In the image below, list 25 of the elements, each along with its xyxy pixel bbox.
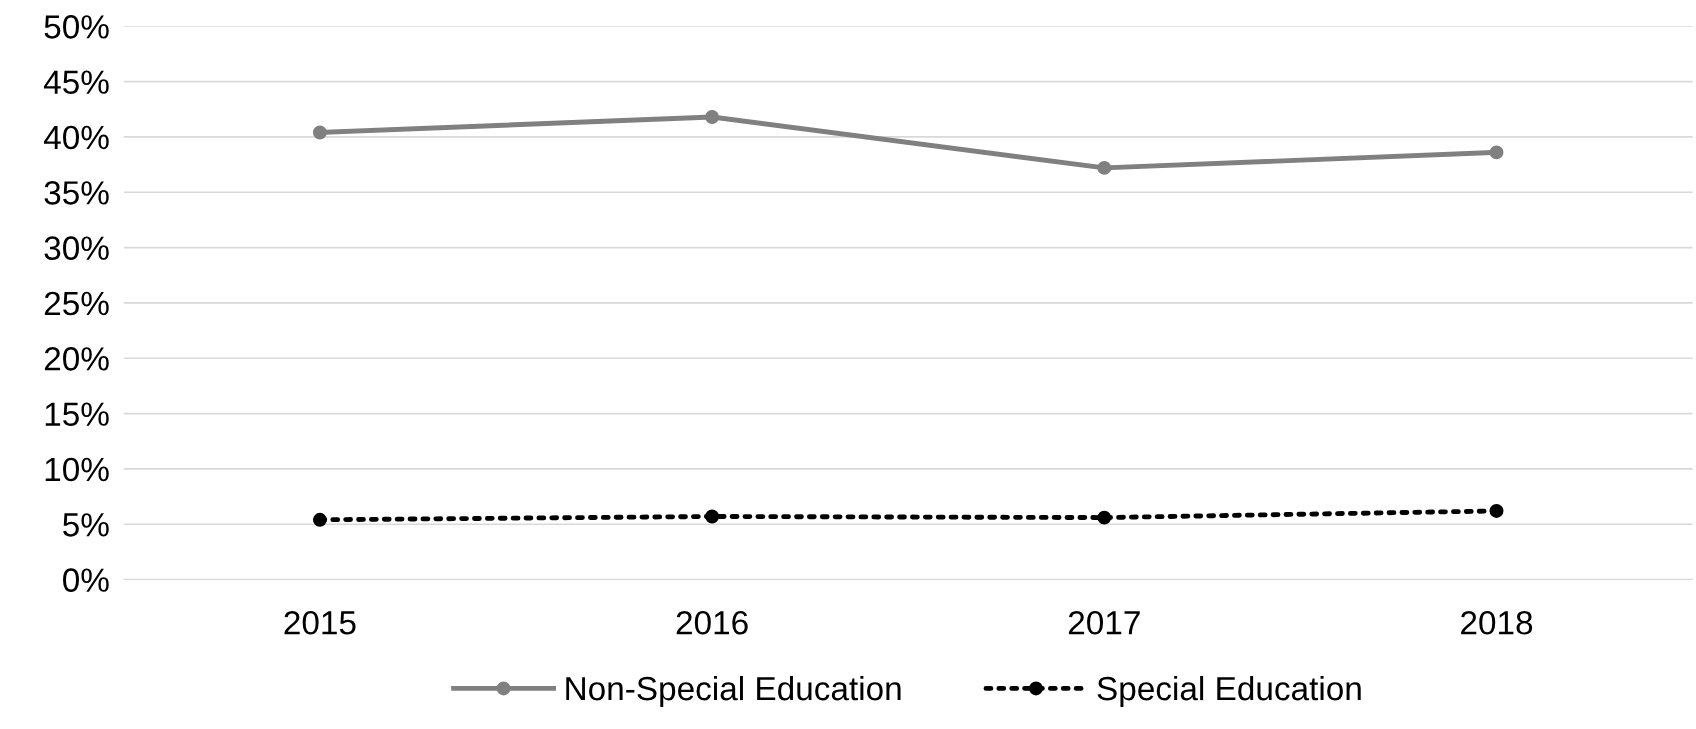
- point: [1097, 160, 1112, 175]
- x-tick-label: 2016: [676, 610, 748, 635]
- y-tick-label: 50%: [44, 15, 109, 39]
- x-tick-label: 2015: [284, 610, 356, 635]
- y-tick-label: 45%: [43, 70, 109, 94]
- point: [312, 512, 327, 527]
- legend-label: Non-Special Education: [566, 675, 901, 708]
- point: [312, 125, 327, 140]
- x-tick-label: 2017: [1068, 610, 1140, 635]
- point: [1489, 503, 1504, 518]
- y-tick-label: 10%: [45, 457, 109, 482]
- point: [705, 110, 720, 124]
- y-tick-label: 35%: [44, 181, 109, 205]
- y-tick-label: 30%: [44, 236, 109, 260]
- y-tick-label: 40%: [43, 125, 109, 150]
- point: [1489, 145, 1504, 160]
- legend-label: Special Education: [1097, 675, 1361, 708]
- point: [705, 509, 720, 524]
- y-tick-label: 5%: [63, 513, 109, 537]
- y-tick-label: 0%: [63, 568, 109, 592]
- y-tick-label: 25%: [44, 291, 109, 316]
- x-tick-label: 2018: [1461, 610, 1533, 635]
- point: [1097, 510, 1112, 525]
- y-tick-label: 20%: [44, 347, 109, 371]
- y-tick-label: 15%: [45, 402, 109, 426]
